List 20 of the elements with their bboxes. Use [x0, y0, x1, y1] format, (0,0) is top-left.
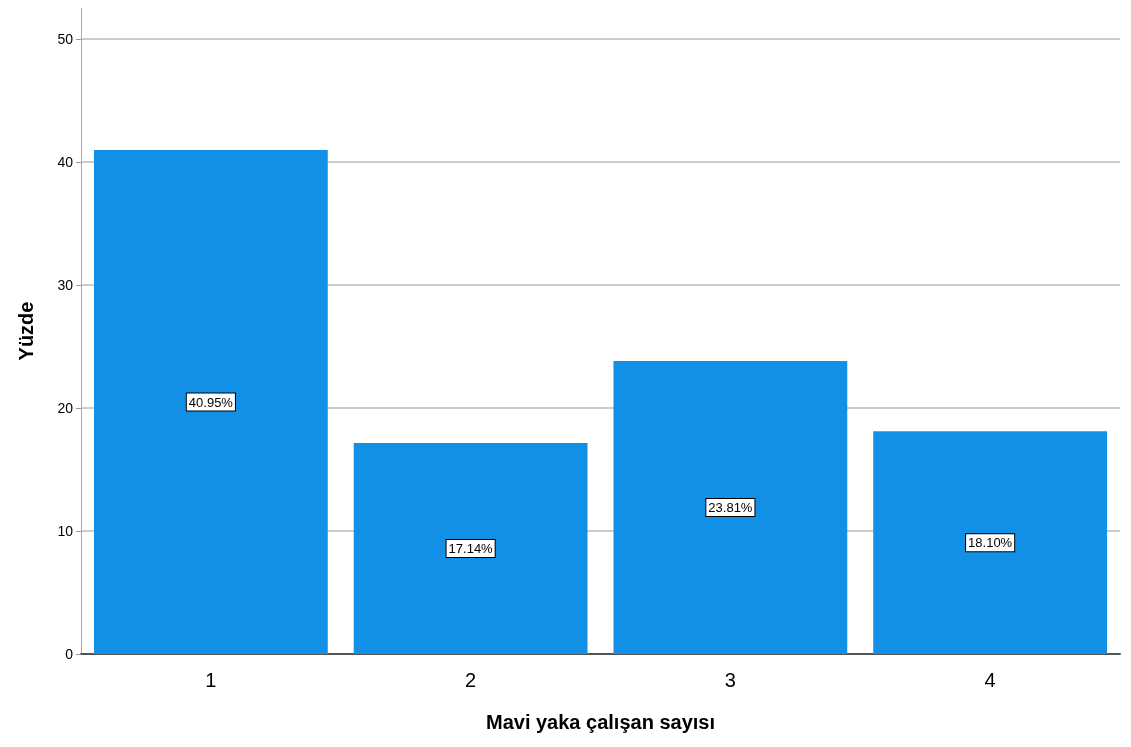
- data-label: 17.14%: [448, 541, 494, 557]
- x-tick-label: 4: [984, 669, 996, 691]
- x-axis-title: Mavi yaka çalışan sayısı: [485, 711, 716, 733]
- bar: [613, 361, 848, 654]
- y-tick-label: 50: [57, 30, 74, 47]
- y-tick-label: 10: [57, 522, 74, 539]
- y-tick-label: 20: [57, 399, 74, 416]
- x-tick-label: 3: [724, 669, 736, 691]
- y-tick-label: 40: [57, 153, 74, 170]
- data-label: 23.81%: [708, 500, 753, 516]
- bar: [873, 431, 1108, 654]
- data-label: 18.10%: [968, 535, 1013, 551]
- y-tick-label: 30: [57, 276, 74, 293]
- data-label: 40.95%: [188, 394, 234, 410]
- x-tick-label: 2: [465, 669, 477, 691]
- bar: [353, 443, 588, 654]
- x-tick-label: 1: [205, 669, 217, 691]
- y-axis-title: Yüzde: [15, 301, 37, 361]
- y-tick-label: 0: [65, 646, 74, 662]
- bar: [93, 150, 328, 654]
